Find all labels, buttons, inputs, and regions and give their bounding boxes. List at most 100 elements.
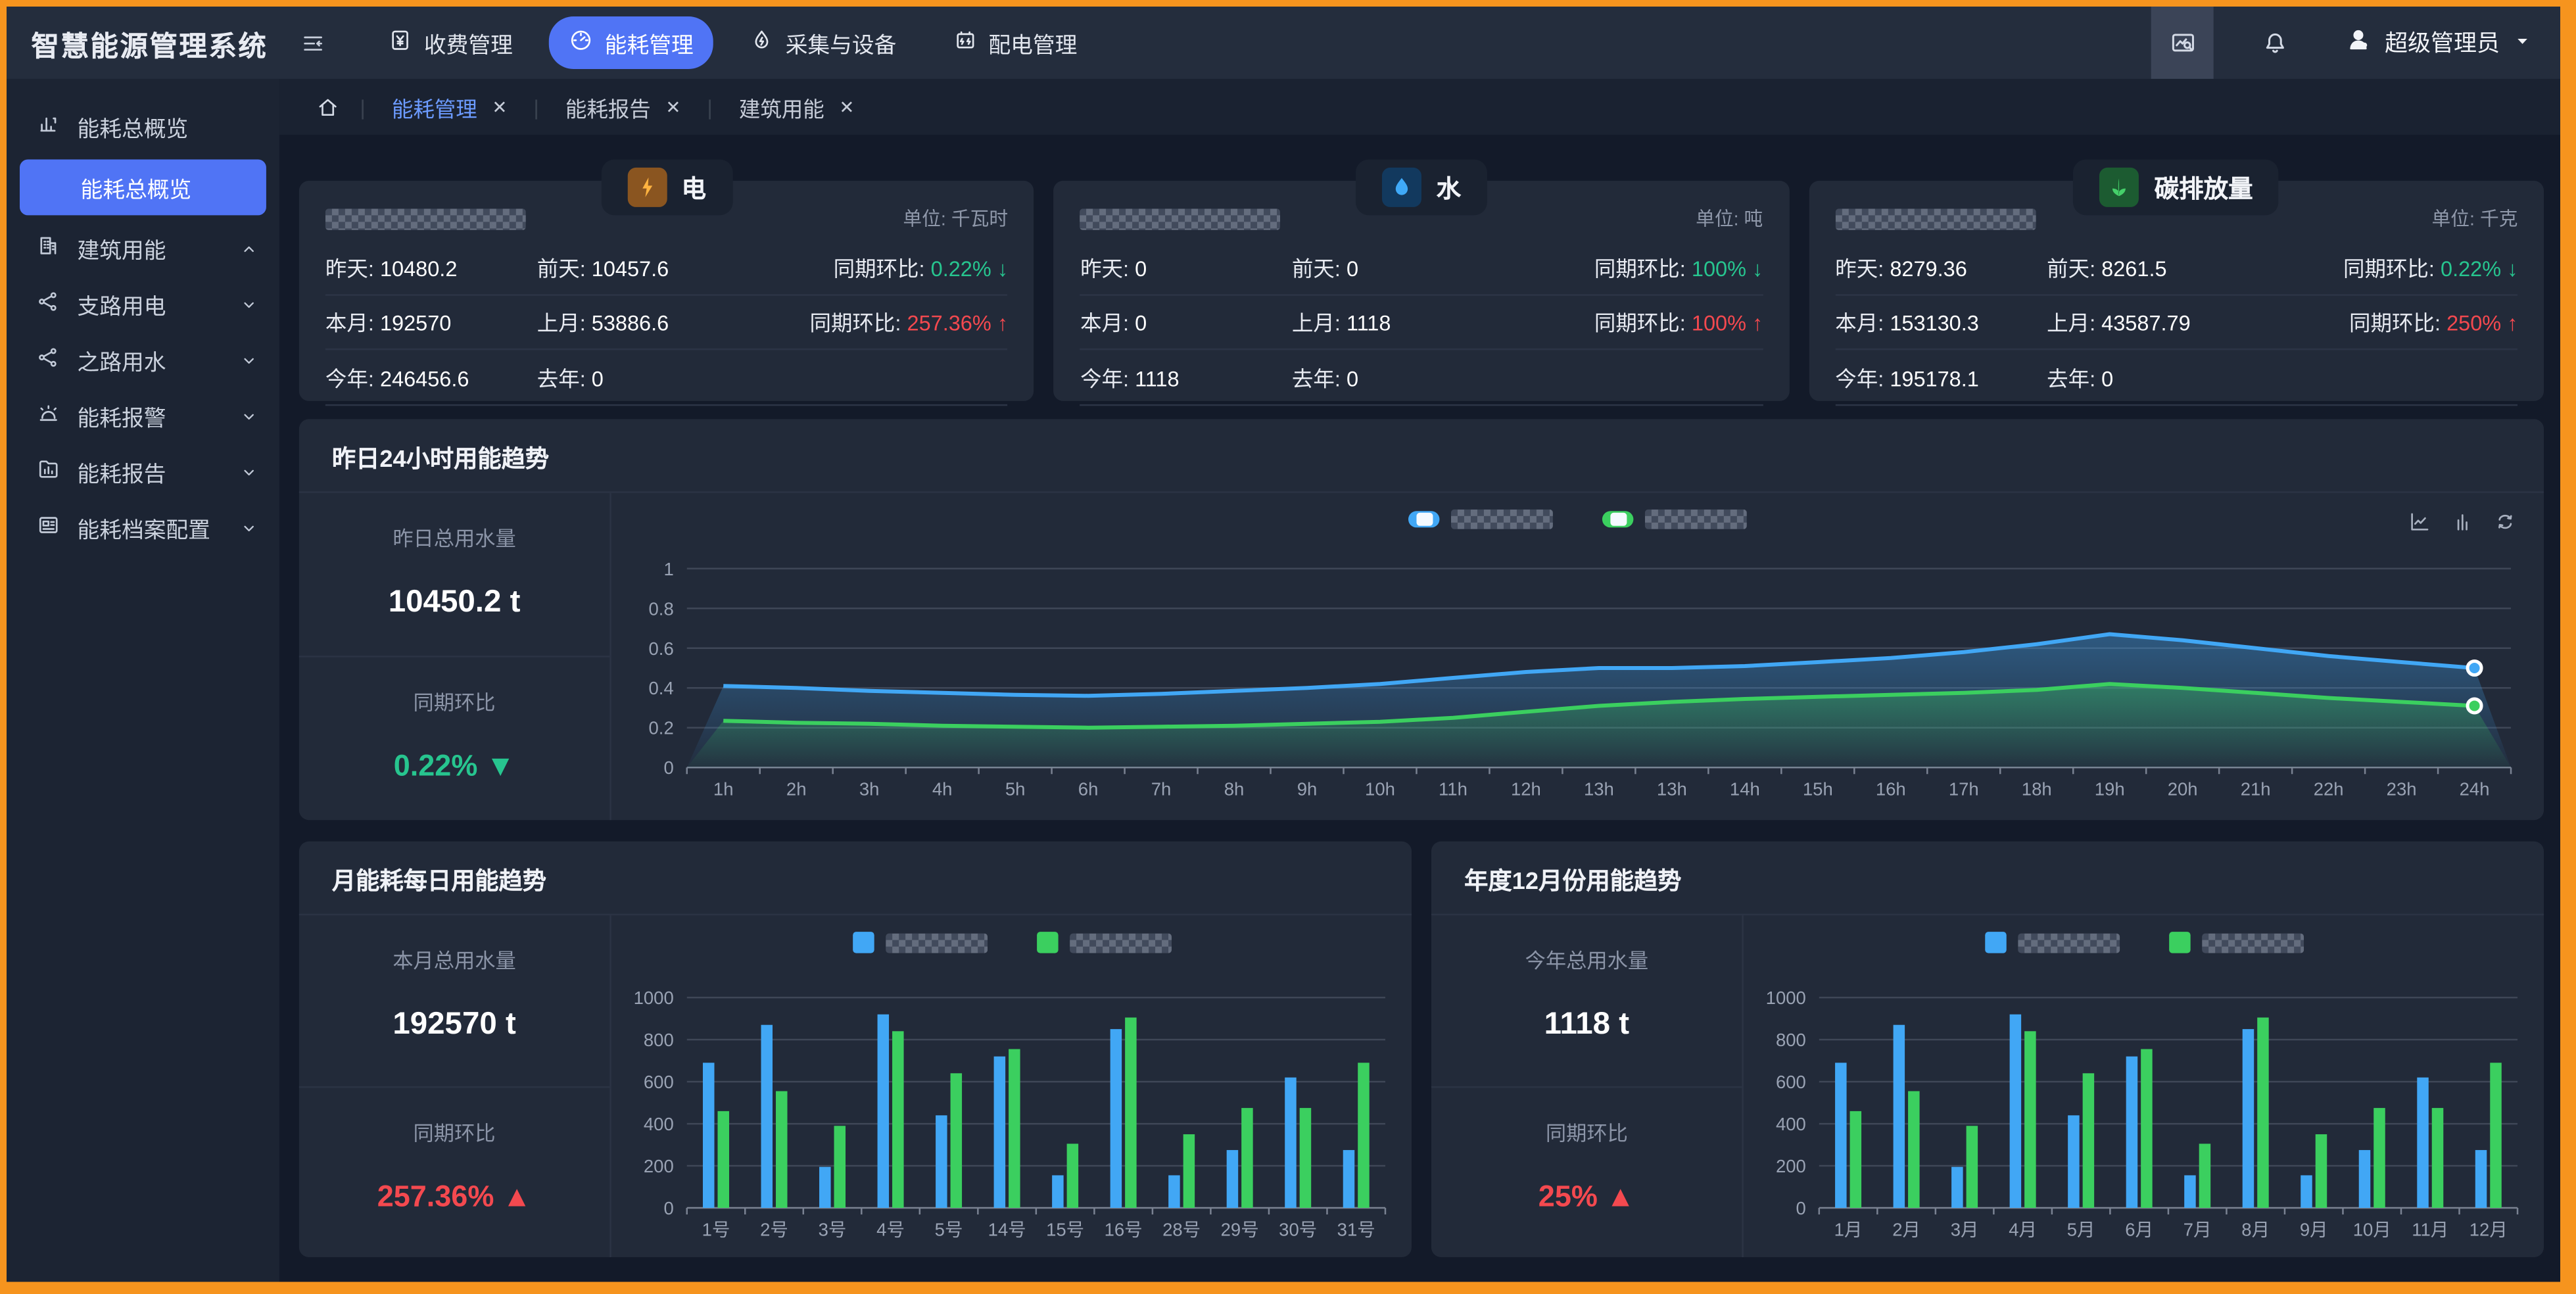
arrow-up-icon: ↑	[997, 311, 1009, 336]
yearly-stat-pane: 今年总用水量 1118 t 同期环比 25% ▲	[1431, 915, 1744, 1258]
svg-text:2月: 2月	[1892, 1220, 1920, 1240]
metric-上月: 上月: 1118	[1291, 311, 1391, 336]
sidebar-item-之路用水[interactable]: 之路用水	[7, 332, 279, 388]
nav-menu-配电管理[interactable]: 配电管理	[932, 16, 1097, 69]
svg-text:19h: 19h	[2095, 779, 2125, 800]
legend-entry[interactable]	[1602, 509, 1748, 529]
legend-entry[interactable]	[852, 932, 987, 953]
sidebar-item-能耗档案配置[interactable]: 能耗档案配置	[7, 500, 279, 556]
restore-icon[interactable]	[2493, 510, 2517, 534]
nav-menu-label: 采集与设备	[785, 32, 897, 58]
user-menu[interactable]: 超级管理员	[2345, 26, 2534, 59]
redacted-legend-label	[2017, 932, 2120, 953]
sidebar-item-能耗总概览[interactable]: 能耗总概览	[7, 99, 279, 155]
svg-text:30号: 30号	[1279, 1220, 1317, 1240]
svg-text:9h: 9h	[1297, 779, 1318, 800]
card-unit: 单位: 千克	[2431, 210, 2518, 230]
caret-down-icon	[2512, 29, 2535, 57]
card-data-row: 本月: 153130.3 上月: 43587.79 同期环比: 250% ↑	[1835, 295, 2518, 350]
tab-建筑用能[interactable]: 建筑用能 ✕	[732, 91, 861, 122]
sidebar-item-能耗报警[interactable]: 能耗报警	[7, 388, 279, 444]
legend-entry[interactable]	[1408, 509, 1554, 529]
legend-entry[interactable]	[1036, 932, 1171, 953]
svg-text:1000: 1000	[634, 988, 674, 1008]
svg-text:0.4: 0.4	[649, 678, 674, 698]
legend-marker	[1984, 932, 2006, 953]
svg-text:2号: 2号	[760, 1220, 788, 1240]
svg-text:3号: 3号	[819, 1220, 847, 1240]
legend-entry[interactable]	[1984, 932, 2120, 953]
svg-text:16h: 16h	[1876, 779, 1906, 800]
card-data-row: 本月: 0 上月: 1118 同期环比: 100% ↑	[1080, 295, 1763, 350]
redacted-card-title	[1835, 208, 2036, 229]
close-icon[interactable]: ✕	[839, 97, 855, 118]
svg-text:0: 0	[663, 757, 673, 778]
svg-text:3h: 3h	[859, 779, 880, 800]
alarm-icon	[36, 401, 60, 431]
collapse-sidebar-icon[interactable]	[300, 30, 325, 55]
tab-能耗报告[interactable]: 能耗报告 ✕	[559, 91, 688, 122]
bell-icon[interactable]	[2243, 7, 2306, 79]
tab-能耗管理[interactable]: 能耗管理 ✕	[385, 91, 514, 122]
sidebar-item-能耗报告[interactable]: 能耗报告	[7, 444, 279, 500]
sidebar-item-能耗总概览[interactable]: 能耗总概览	[19, 159, 266, 216]
card-data-row: 今年: 1118 去年: 0	[1080, 350, 1763, 406]
legend-marker	[2168, 932, 2190, 953]
metric-本月: 本月: 153130.3	[1835, 311, 1979, 336]
tab-separator: |	[360, 94, 366, 120]
svg-text:10h: 10h	[1365, 779, 1395, 800]
card-badge: 水	[1356, 159, 1488, 216]
main-menu: 收费管理 能耗管理 采集与设备 配电管理	[368, 16, 1097, 69]
navbar-right: 超级管理员	[2151, 6, 2560, 79]
redacted-legend-label	[1645, 509, 1748, 529]
user-icon	[2345, 26, 2373, 59]
nav-menu-采集与设备[interactable]: 采集与设备	[730, 16, 917, 69]
home-icon[interactable]	[316, 95, 340, 119]
metric-本月: 本月: 0	[1080, 311, 1147, 336]
svg-text:24h: 24h	[2460, 779, 2490, 800]
svg-text:1: 1	[663, 559, 673, 579]
chart-search-icon[interactable]	[2151, 6, 2214, 79]
ratio-value: 25% ▲	[1538, 1179, 1635, 1212]
svg-text:600: 600	[1776, 1072, 1806, 1092]
close-icon[interactable]: ✕	[492, 97, 508, 118]
arrow-down-icon: ↓	[997, 256, 1009, 281]
redacted-legend-label	[885, 932, 987, 953]
sidebar-item-支路用电[interactable]: 支路用电	[7, 276, 279, 332]
arrow-down-icon: ↓	[1752, 256, 1763, 281]
hourly-chart-plot: 0 0.2 0.4 0.6 0.8 1 1h 2h 3h 4h 5h 6h 7h 8h 9h 10h 11h 12…	[611, 493, 2544, 820]
tab-bar: | 能耗管理 ✕ | 能耗报告 ✕ | 建筑用能 ✕	[279, 78, 2561, 135]
sidebar-item-建筑用能[interactable]: 建筑用能	[7, 220, 279, 276]
yearly-chart-svg: 0 200 400 600 800 1000 1月 2月 3月 4月 5月 6月 7月 8月 9月 10月 11…	[1766, 988, 2519, 1240]
sidebar-item-label: 之路用水	[77, 350, 166, 375]
nav-menu-label: 能耗管理	[604, 32, 694, 58]
overview-icon	[36, 112, 60, 141]
sidebar: 能耗总概览 能耗总概览 建筑用能 支路用电 之路用水 能耗报警 能耗报告 能耗档案配置	[6, 78, 279, 1282]
svg-text:800: 800	[1776, 1030, 1806, 1050]
svg-text:0: 0	[663, 1198, 673, 1218]
metric-ratio: 同期环比: 257.36% ↑	[809, 311, 1009, 336]
legend-entry[interactable]	[2168, 932, 2304, 953]
nav-menu-收费管理[interactable]: 收费管理	[368, 16, 533, 69]
metric-去年: 去年: 0	[1291, 366, 1359, 391]
report-icon	[36, 457, 60, 487]
chart-legend	[1408, 509, 1748, 529]
line-chart-icon[interactable]	[2408, 510, 2432, 534]
card-badge-label: 碳排放量	[2154, 175, 2253, 203]
ratio-value: 0.22% ▼	[393, 749, 515, 782]
daily-stat-pane: 本月总用水量 192570 t 同期环比 257.36% ▲	[298, 915, 611, 1258]
tab-label: 能耗报告	[565, 96, 651, 121]
svg-text:11h: 11h	[1439, 779, 1467, 800]
legend-marker	[852, 932, 874, 953]
tab-separator: |	[707, 94, 713, 120]
ratio-value: 257.36% ▲	[377, 1179, 532, 1212]
close-icon[interactable]: ✕	[665, 97, 681, 118]
svg-text:1000: 1000	[1766, 988, 1806, 1008]
nav-menu-能耗管理[interactable]: 能耗管理	[548, 16, 713, 69]
metric-前天: 前天: 8261.5	[2047, 256, 2167, 281]
bar-chart-icon[interactable]	[2450, 510, 2475, 534]
stat-card-水: 水 单位: 吨 昨天: 0 前天: 0 同期环比: 100% ↓ 本月: 0 上月: 1…	[1054, 159, 1790, 406]
svg-text:7h: 7h	[1151, 779, 1172, 800]
svg-text:18h: 18h	[2022, 779, 2052, 800]
